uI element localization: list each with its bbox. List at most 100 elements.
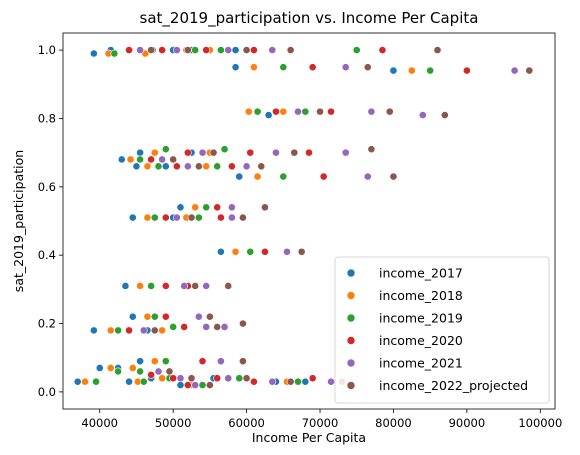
data-point-income_2017 — [176, 203, 185, 212]
data-point-income_2019 — [216, 46, 225, 54]
data-point-income_2019 — [213, 162, 222, 171]
data-point-income_2017 — [301, 377, 310, 386]
data-point-income_2020 — [216, 213, 225, 222]
data-point-income_2021 — [176, 374, 185, 383]
data-point-income_2019 — [246, 247, 255, 256]
data-point-income_2022_projected — [205, 381, 214, 389]
data-point-income_2020 — [172, 162, 181, 171]
data-point-income_2022_projected — [316, 107, 324, 116]
data-point-income_2017 — [117, 155, 126, 164]
data-point-income_2021 — [158, 155, 167, 164]
data-point-income_2019 — [194, 213, 203, 222]
data-point-income_2021 — [183, 162, 192, 171]
data-point-income_2021 — [202, 323, 211, 331]
data-point-income_2017 — [73, 377, 82, 386]
data-point-income_2022_projected — [440, 111, 449, 119]
data-point-income_2018 — [407, 66, 416, 75]
data-point-income_2021 — [172, 46, 181, 54]
x-tick-label: 50000 — [155, 416, 192, 430]
legend-label: income_2020 — [379, 333, 463, 348]
data-point-income_2022_projected — [224, 282, 233, 290]
data-point-income_2020 — [213, 203, 222, 212]
data-point-income_2021 — [283, 247, 291, 256]
data-point-income_2019 — [161, 357, 170, 366]
x-tick-label: 80000 — [375, 416, 412, 430]
data-point-income_2022_projected — [187, 213, 196, 222]
data-point-income_2022_projected — [385, 107, 394, 116]
data-point-income_2022_projected — [209, 148, 218, 157]
data-point-income_2021 — [294, 107, 302, 116]
data-point-income_2018 — [158, 326, 167, 335]
data-point-income_2020 — [308, 63, 317, 72]
legend-label: income_2017 — [379, 266, 463, 281]
data-point-income_2017 — [176, 381, 185, 389]
legend-marker — [346, 291, 356, 300]
data-point-income_2021 — [191, 381, 200, 389]
data-point-income_2020 — [250, 377, 258, 386]
data-point-income_2022_projected — [183, 46, 192, 54]
data-point-income_2020 — [319, 172, 328, 181]
x-tick-label: 90000 — [449, 416, 486, 430]
data-point-income_2020 — [261, 247, 269, 256]
data-point-income_2020 — [125, 46, 133, 54]
data-point-income_2019 — [202, 203, 211, 212]
data-point-income_2018 — [244, 107, 253, 116]
data-point-income_2020 — [180, 323, 189, 331]
data-point-income_2019 — [220, 145, 229, 154]
data-point-income_2021 — [198, 148, 207, 157]
data-point-income_2018 — [191, 203, 200, 212]
data-point-income_2019 — [279, 172, 288, 181]
data-point-income_2019 — [191, 46, 200, 54]
data-point-income_2018 — [150, 148, 159, 157]
data-point-income_2022_projected — [191, 282, 200, 290]
data-point-income_2017 — [136, 148, 145, 157]
y-tick-label: 0.2 — [38, 317, 56, 331]
data-point-income_2021 — [194, 312, 203, 321]
x-tick-label: 60000 — [228, 416, 265, 430]
x-axis-label: Income Per Capita — [252, 430, 366, 445]
data-point-income_2022_projected — [187, 374, 196, 383]
chart-title: sat_2019_participation vs. Income Per Ca… — [140, 9, 479, 28]
y-axis-label: sat_2019_participation — [11, 150, 26, 292]
data-point-income_2019 — [92, 377, 100, 386]
data-point-income_2019 — [139, 377, 148, 386]
data-point-income_2019 — [114, 326, 122, 335]
data-point-income_2021 — [418, 111, 427, 119]
data-point-income_2021 — [268, 377, 277, 386]
data-point-income_2019 — [301, 107, 310, 116]
data-point-income_2022_projected — [150, 326, 159, 335]
data-point-income_2020 — [161, 213, 170, 222]
data-point-income_2018 — [106, 326, 115, 335]
data-point-income_2020 — [462, 66, 471, 75]
y-tick-label: 0.0 — [38, 385, 56, 399]
data-point-income_2021 — [268, 46, 277, 54]
data-point-income_2022_projected — [525, 66, 534, 75]
legend-marker — [346, 268, 356, 278]
data-point-income_2017 — [95, 364, 104, 372]
data-point-income_2021 — [510, 66, 519, 75]
data-point-income_2017 — [136, 357, 145, 366]
data-point-income_2020 — [308, 374, 317, 383]
data-point-income_2021 — [136, 46, 145, 54]
data-point-income_2021 — [180, 282, 189, 290]
data-point-income_2020 — [246, 148, 255, 157]
data-point-income_2017 — [216, 247, 225, 256]
plot-area — [62, 32, 556, 410]
y-tick-label: 1.0 — [38, 43, 56, 57]
data-point-income_2020 — [183, 381, 192, 389]
legend-label: income_2022_projected — [379, 378, 528, 393]
data-point-income_2020 — [158, 46, 167, 54]
data-point-income_2018 — [143, 162, 152, 171]
data-point-income_2017 — [89, 326, 98, 335]
data-point-income_2019 — [198, 381, 207, 389]
data-point-income_2021 — [172, 213, 181, 222]
data-point-income_2020 — [198, 357, 207, 366]
data-point-income_2017 — [125, 377, 133, 386]
x-tick-label: 70000 — [302, 416, 339, 430]
data-point-income_2021 — [363, 172, 372, 181]
legend-label: income_2018 — [379, 288, 463, 303]
data-point-income_2021 — [341, 63, 350, 72]
data-point-income_2019 — [147, 282, 156, 290]
data-point-income_2018 — [128, 364, 137, 372]
